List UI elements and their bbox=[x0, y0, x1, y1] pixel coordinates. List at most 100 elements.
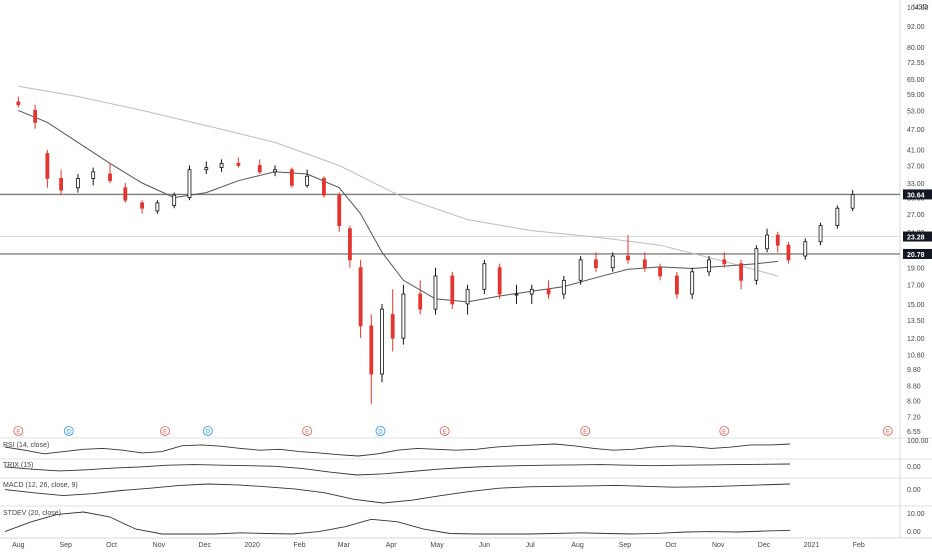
candle-body bbox=[835, 207, 840, 227]
indicator-tick-label: 0.00 bbox=[907, 464, 921, 471]
time-tick-label: Jun bbox=[479, 542, 490, 549]
time-tick-label: Apr bbox=[386, 542, 398, 549]
candle-body bbox=[45, 153, 50, 179]
time-tick-label: Oct bbox=[106, 542, 117, 549]
earnings-marker bbox=[719, 426, 730, 436]
time-tick-label: Nov bbox=[153, 542, 166, 549]
candle-body bbox=[626, 255, 630, 261]
price-tick-label: 6.55 bbox=[907, 429, 921, 436]
candle-body bbox=[140, 202, 145, 209]
candle-body bbox=[739, 263, 743, 281]
candle-body bbox=[722, 259, 727, 265]
candle-body bbox=[289, 169, 294, 186]
candle-body bbox=[658, 267, 663, 277]
candle-body bbox=[204, 167, 209, 171]
price-tick-label: 27.00 bbox=[907, 212, 925, 219]
price-tick-label: 41.00 bbox=[907, 148, 925, 155]
candle-body bbox=[754, 248, 759, 281]
earnings-marker bbox=[580, 426, 591, 436]
event-marker-label: E bbox=[886, 430, 890, 436]
event-marker-label: E bbox=[443, 430, 447, 436]
price-tick-label: 37.00 bbox=[907, 163, 925, 170]
candle-body bbox=[707, 259, 711, 273]
time-tick-label: Sep bbox=[619, 542, 632, 549]
price-tick-label: 8.80 bbox=[907, 384, 921, 391]
candle-body bbox=[257, 165, 262, 173]
candle-body bbox=[108, 173, 112, 182]
event-marker-label: E bbox=[722, 430, 726, 436]
dividend-marker bbox=[63, 426, 74, 436]
price-tick-label: 65.00 bbox=[907, 77, 925, 84]
indicator-line bbox=[4, 463, 791, 476]
level-price-badge bbox=[903, 189, 932, 200]
time-tick-label: Dec bbox=[199, 542, 212, 549]
event-marker-label: D bbox=[67, 430, 72, 436]
candle-body bbox=[482, 263, 487, 290]
candle-body bbox=[450, 275, 455, 305]
price-tick-label: 47.00 bbox=[907, 127, 925, 134]
time-tick-label: May bbox=[430, 542, 444, 549]
event-marker-label: E bbox=[16, 430, 20, 436]
indicator-line bbox=[4, 483, 791, 504]
candle-body bbox=[380, 308, 384, 375]
event-marker-label: D bbox=[206, 430, 211, 436]
candle-body bbox=[775, 234, 780, 246]
time-tick-label: 2020 bbox=[244, 542, 260, 549]
candle-body bbox=[187, 169, 192, 199]
time-tick-label: Feb bbox=[853, 542, 865, 549]
price-tick-label: 13.50 bbox=[907, 318, 925, 325]
candle-body bbox=[803, 241, 808, 257]
indicator-title: TRIX (15) bbox=[3, 462, 33, 469]
indicator-line bbox=[4, 443, 791, 457]
indicator-title: MACD (12, 26, close, 9) bbox=[3, 482, 78, 489]
candle-body bbox=[642, 259, 647, 269]
candle-body bbox=[273, 169, 277, 173]
level-price-badge bbox=[903, 248, 932, 259]
time-tick-label: Feb bbox=[293, 542, 305, 549]
dividend-marker bbox=[375, 426, 386, 436]
event-marker-label: E bbox=[583, 430, 587, 436]
time-tick-label: 2021 bbox=[804, 542, 820, 549]
candle-body bbox=[358, 267, 363, 327]
candle-body bbox=[529, 288, 534, 295]
candle-body bbox=[59, 178, 64, 191]
candle-body bbox=[765, 234, 769, 250]
earnings-marker bbox=[13, 426, 24, 436]
time-tick-label: Aug bbox=[12, 542, 25, 549]
candle-body bbox=[348, 228, 352, 261]
level-price-badge bbox=[903, 231, 932, 242]
earnings-marker bbox=[160, 426, 170, 436]
candle-body bbox=[786, 244, 791, 261]
earnings-marker bbox=[439, 426, 450, 436]
candle-body bbox=[236, 163, 241, 166]
price-tick-label: 92.00 bbox=[907, 24, 925, 31]
time-tick-label: Nov bbox=[712, 542, 725, 549]
candle-body bbox=[123, 187, 128, 201]
indicator-tick-label: 100.00 bbox=[907, 438, 929, 445]
price-tick-label: 10.80 bbox=[907, 352, 925, 359]
candle-body bbox=[219, 163, 224, 168]
price-tick-label: 9.80 bbox=[907, 367, 921, 374]
event-marker-label: E bbox=[305, 430, 309, 436]
price-tick-label: 15.00 bbox=[907, 302, 925, 309]
currency-label: USD bbox=[913, 4, 928, 11]
candle-body bbox=[690, 271, 695, 295]
price-tick-label: 80.00 bbox=[907, 45, 925, 52]
level-price-label: 30.64 bbox=[907, 192, 925, 199]
price-tick-label: 53.00 bbox=[907, 108, 925, 115]
candle-body bbox=[401, 293, 406, 339]
time-tick-label: Sep bbox=[59, 542, 72, 549]
indicator-title: RSI (14, close) bbox=[3, 442, 49, 449]
candle-body bbox=[850, 194, 855, 209]
candle-body bbox=[305, 175, 310, 186]
candle-body bbox=[578, 259, 583, 281]
candle-body bbox=[818, 225, 823, 243]
price-tick-label: 104.00 bbox=[907, 5, 929, 12]
candle-body bbox=[594, 259, 598, 269]
candle-body bbox=[418, 293, 423, 310]
event-marker-label: D bbox=[378, 430, 383, 436]
level-price-label: 20.78 bbox=[907, 252, 925, 259]
candle-body bbox=[33, 109, 38, 123]
